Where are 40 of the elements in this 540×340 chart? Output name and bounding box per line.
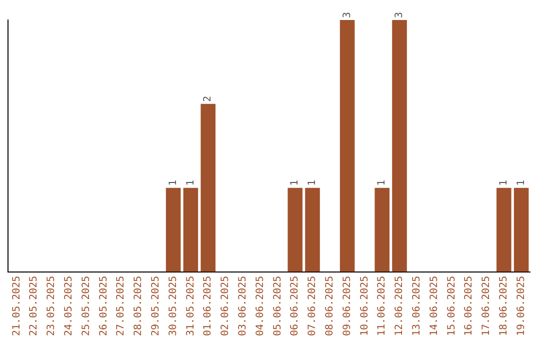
x-tick-label: 10.06.2025 (359, 276, 370, 336)
data-label: 1 (498, 180, 510, 186)
x-tick-label: 21.05.2025 (11, 276, 22, 336)
x-tick-label: 09.06.2025 (342, 276, 353, 336)
x-tick-label: 05.06.2025 (272, 276, 284, 336)
x-tick-label: 11.06.2025 (376, 276, 388, 336)
data-label: 2 (202, 96, 214, 102)
x-tick-label: 26.05.2025 (98, 276, 110, 336)
x-tick-label: 15.06.2025 (446, 276, 458, 336)
x-tick-label: 31.05.2025 (185, 276, 196, 336)
x-tick-label: 17.06.2025 (481, 276, 492, 336)
data-label: 3 (342, 12, 353, 18)
data-label: 1 (376, 180, 388, 186)
x-tick-label: 23.05.2025 (46, 276, 58, 336)
x-tick-label: 30.05.2025 (168, 276, 179, 336)
data-label: 1 (307, 180, 318, 186)
x-tick-label: 29.05.2025 (150, 276, 162, 336)
data-label: 3 (394, 12, 406, 18)
x-tick-label: 27.05.2025 (116, 276, 127, 336)
data-label: 1 (290, 180, 301, 186)
x-tick-label: 01.06.2025 (202, 276, 214, 336)
x-tick-label: 12.06.2025 (394, 276, 406, 336)
x-tick-label: 19.06.2025 (516, 276, 527, 336)
x-tick-label: 22.05.2025 (28, 276, 40, 336)
x-tick-label: 18.06.2025 (498, 276, 510, 336)
x-tick-label: 14.06.2025 (428, 276, 440, 336)
x-tick-label: 02.06.2025 (220, 276, 232, 336)
x-tick-label: 28.05.2025 (133, 276, 144, 336)
data-label: 1 (185, 180, 196, 186)
x-tick-label: 07.06.2025 (307, 276, 318, 336)
x-tick-label: 13.06.2025 (411, 276, 422, 336)
data-label: 1 (168, 180, 179, 186)
x-tick-label: 24.05.2025 (63, 276, 74, 336)
x-tick-label: 04.06.2025 (254, 276, 266, 336)
x-tick-label: 25.05.2025 (80, 276, 92, 336)
data-label: 1 (516, 180, 527, 186)
x-tick-label: 16.06.2025 (464, 276, 475, 336)
x-tick-label: 06.06.2025 (290, 276, 301, 336)
x-tick-label: 03.06.2025 (237, 276, 248, 336)
x-tick-label: 08.06.2025 (324, 276, 336, 336)
